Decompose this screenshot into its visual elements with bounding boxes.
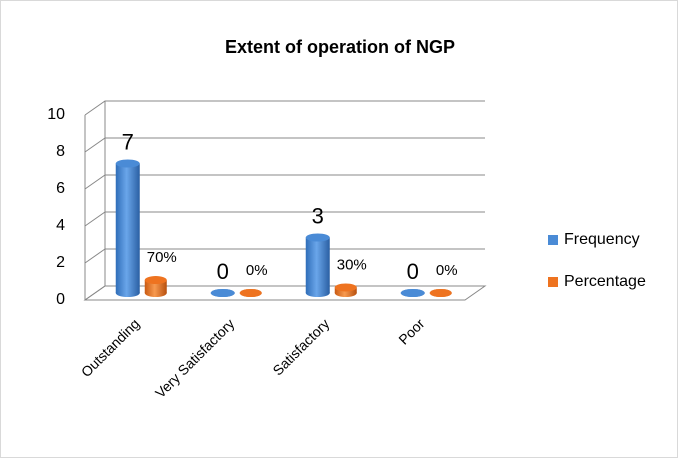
value-label: 7 (122, 129, 134, 154)
legend-label: Percentage (564, 273, 646, 290)
bar-base (115, 289, 140, 297)
y-tick-label: 6 (56, 180, 65, 197)
bar-top (144, 276, 167, 285)
bar (334, 283, 357, 297)
value-label: 0% (436, 262, 458, 279)
value-label: 30% (337, 256, 367, 273)
y-tick-label: 0 (56, 291, 65, 308)
grid-line (84, 100, 485, 116)
grid-line (84, 137, 485, 153)
grid-line (84, 248, 485, 264)
bar (115, 159, 140, 297)
legend-swatch (548, 235, 558, 245)
floor (83, 285, 487, 301)
legend-label: Frequency (564, 231, 640, 248)
bar-top (210, 289, 235, 297)
bar (305, 233, 330, 297)
bar-top (400, 289, 425, 297)
bar (429, 289, 452, 297)
bar-top (239, 289, 262, 297)
legend-swatch (548, 277, 558, 287)
y-tick-label: 8 (56, 143, 65, 160)
y-tick-label: 4 (56, 217, 65, 234)
value-label: 0% (246, 262, 268, 279)
bar-base (144, 289, 167, 297)
bar-body (305, 237, 330, 293)
bar (144, 276, 167, 297)
grid-line (84, 174, 485, 190)
grid-line (84, 211, 485, 227)
bar-base (305, 289, 330, 297)
y-tick-label: 2 (56, 254, 65, 271)
value-label: 0 (407, 259, 419, 284)
bar (400, 289, 425, 297)
chart-title: Extent of operation of NGP (225, 37, 455, 57)
bar-top (334, 283, 357, 292)
y-tick-label: 10 (47, 106, 65, 123)
bar-top (115, 159, 140, 168)
bar-top (305, 233, 330, 242)
bar-top (429, 289, 452, 297)
bar-base (334, 289, 357, 297)
value-label: 0 (217, 259, 229, 284)
bar (239, 289, 262, 297)
bar (210, 289, 235, 297)
value-label: 70% (147, 249, 177, 266)
value-label: 3 (312, 203, 324, 228)
bar-body (115, 163, 140, 293)
